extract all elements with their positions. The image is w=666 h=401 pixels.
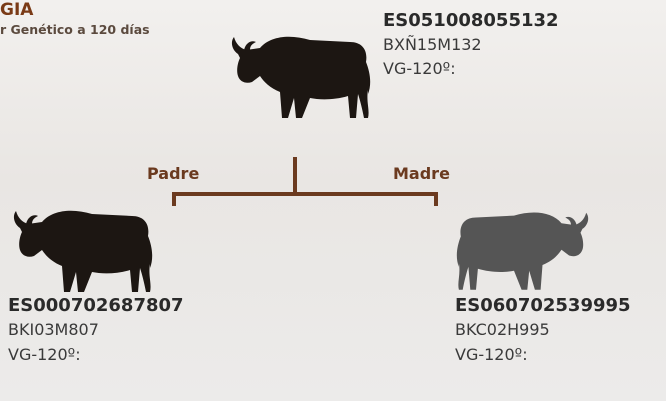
father-vg: VG-120º: [8,345,81,364]
mother-label: Madre [393,164,450,183]
mother-id: ES060702539995 [455,295,631,316]
animal-id: ES051008055132 [383,10,559,31]
father-code: BKI03M807 [8,320,99,339]
artwork [0,0,666,401]
page: GIA r Genético a 120 días ES051008055132… [0,0,666,401]
mother-code: BKC02H995 [455,320,550,339]
subtitle: r Genético a 120 días [0,22,150,37]
animal-code: BXÑ15M132 [383,35,482,54]
bracket-bar [174,194,436,206]
animal-icon [232,37,370,118]
mother-icon [457,212,588,289]
father-id: ES000702687807 [8,295,184,316]
title: GIA [0,0,33,20]
father-label: Padre [147,164,199,183]
animal-vg: VG-120º: [383,59,456,78]
father-icon [14,211,152,292]
mother-vg: VG-120º: [455,345,528,364]
